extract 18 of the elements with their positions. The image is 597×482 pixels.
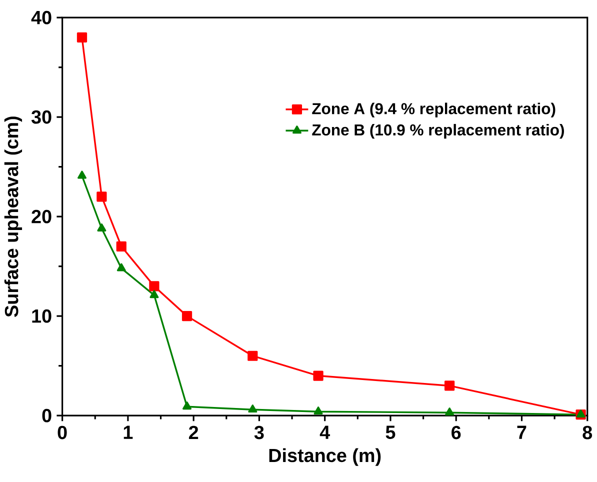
y-tick-label: 10 bbox=[32, 310, 52, 323]
legend-label: Zone A (9.4 % replacement ratio) bbox=[312, 102, 556, 118]
x-tick-label: 1 bbox=[124, 426, 133, 439]
x-tick-label: 6 bbox=[452, 426, 461, 440]
x-tick-label: 8 bbox=[582, 426, 592, 440]
legend-label: Zone B (10.9 % replacement ratio) bbox=[312, 124, 564, 139]
y-tick-label: 20 bbox=[32, 210, 52, 224]
y-tick-label: 40 bbox=[31, 11, 52, 24]
x-tick-label: 5 bbox=[386, 426, 396, 440]
x-tick-label: 2 bbox=[188, 426, 198, 440]
y-tick-label: 0 bbox=[42, 409, 52, 422]
x-tick-label: 0 bbox=[58, 426, 67, 440]
y-axis-title: Surface upheaval (cm) bbox=[4, 116, 22, 318]
x-tick-label: 4 bbox=[320, 426, 330, 439]
x-tick-label: 7 bbox=[517, 426, 526, 439]
y-tick-label: 30 bbox=[31, 110, 52, 124]
x-axis-title: Distance (m) bbox=[269, 448, 381, 466]
x-tick-label: 3 bbox=[254, 426, 264, 440]
